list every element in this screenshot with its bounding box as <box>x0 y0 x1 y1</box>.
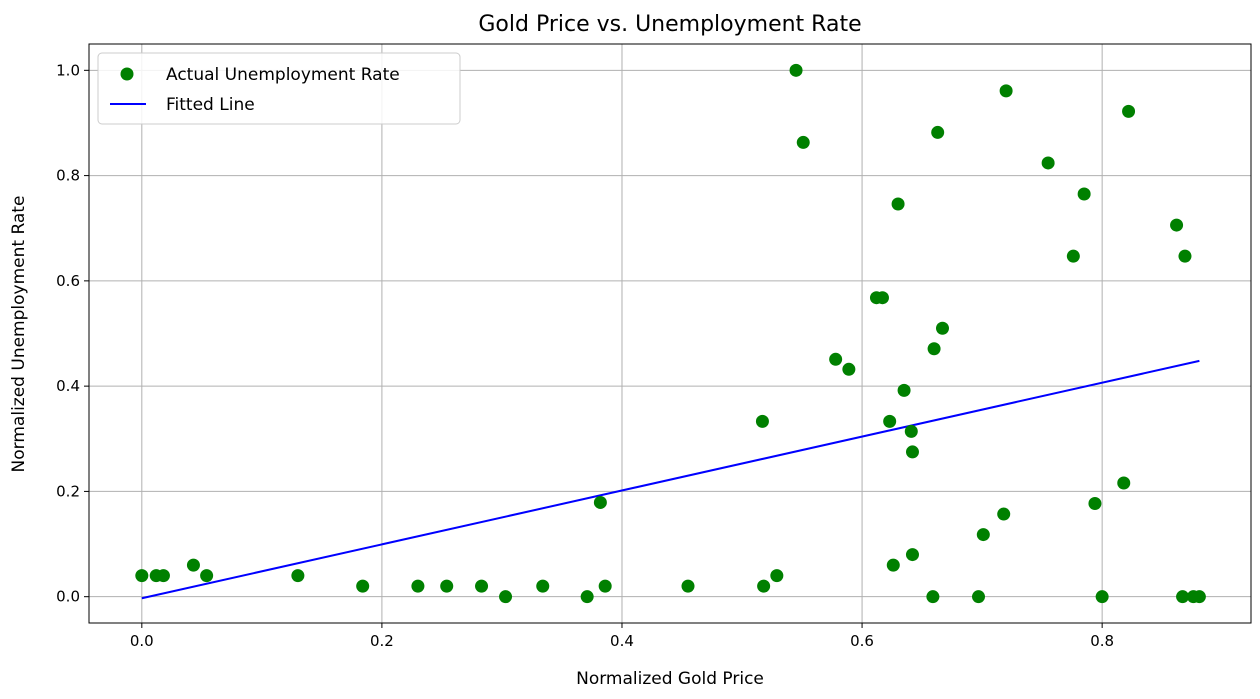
scatter-point <box>1192 590 1206 604</box>
scatter-point <box>593 495 607 509</box>
scatter-point <box>536 579 550 593</box>
y-tick-label: 0.4 <box>56 377 80 395</box>
scatter-point <box>1122 104 1136 118</box>
scatter-point <box>789 63 803 77</box>
scatter-point <box>905 548 919 562</box>
scatter-point <box>156 569 170 583</box>
y-axis-ticks: 0.0 0.2 0.4 0.6 0.8 1.0 <box>56 61 89 606</box>
scatter-point <box>755 414 769 428</box>
scatter-point <box>927 342 941 356</box>
y-tick-label: 0.6 <box>56 272 80 290</box>
legend-label-fitted: Fitted Line <box>166 95 255 115</box>
y-tick-label: 1.0 <box>56 61 80 79</box>
scatter-point <box>997 507 1011 521</box>
y-tick-label: 0.8 <box>56 167 80 185</box>
scatter-point <box>905 445 919 459</box>
scatter-point <box>1095 590 1109 604</box>
scatter-point <box>999 84 1013 98</box>
scatter-point <box>935 321 949 335</box>
legend-box <box>97 52 461 125</box>
scatter-point <box>291 569 305 583</box>
scatter-point <box>886 558 900 572</box>
scatter-point <box>681 579 695 593</box>
chart-title: Gold Price vs. Unemployment Rate <box>478 12 861 37</box>
scatter-point <box>356 579 370 593</box>
y-tick-label: 0.2 <box>56 482 80 500</box>
scatter-point <box>135 569 149 583</box>
scatter-point <box>976 528 990 542</box>
x-tick-label: 0.2 <box>370 632 394 650</box>
scatter-point <box>1041 156 1055 170</box>
scatter-point <box>440 579 454 593</box>
scatter-point <box>580 590 594 604</box>
scatter-point <box>1117 476 1131 490</box>
scatter-point <box>875 291 889 305</box>
scatter-point <box>1178 249 1192 263</box>
legend: Actual Unemployment Rate Fitted Line <box>97 52 461 125</box>
scatter-point <box>475 579 489 593</box>
x-axis-ticks: 0.0 0.2 0.4 0.6 0.8 <box>130 623 1114 650</box>
scatter-point <box>1066 249 1080 263</box>
scatter-points <box>135 63 1206 604</box>
scatter-point <box>598 579 612 593</box>
scatter-point <box>770 569 784 583</box>
x-tick-label: 0.0 <box>130 632 154 650</box>
scatter-point <box>842 362 856 376</box>
legend-marker-actual <box>120 67 134 81</box>
y-tick-label: 0.0 <box>56 588 80 606</box>
scatter-point <box>411 579 425 593</box>
scatter-point <box>200 569 214 583</box>
scatter-point <box>499 590 513 604</box>
scatter-point <box>829 352 843 366</box>
scatter-point <box>186 558 200 572</box>
x-tick-label: 0.4 <box>610 632 634 650</box>
fitted-line-layer <box>141 359 1200 600</box>
scatter-point <box>796 135 810 149</box>
x-tick-label: 0.8 <box>1090 632 1114 650</box>
scatter-point <box>883 414 897 428</box>
scatter-point <box>904 424 918 438</box>
scatter-point <box>926 590 940 604</box>
plot-frame <box>88 43 1252 624</box>
scatter-point <box>1176 590 1190 604</box>
fitted-line <box>141 359 1200 600</box>
scatter-point <box>931 125 945 139</box>
x-axis-label: Normalized Gold Price <box>576 669 764 689</box>
scatter-point <box>897 383 911 397</box>
scatter-point <box>757 579 771 593</box>
legend-label-actual: Actual Unemployment Rate <box>166 65 400 85</box>
grid <box>89 44 1251 623</box>
scatter-point <box>891 197 905 211</box>
scatter-point <box>1077 187 1091 201</box>
scatter-point <box>1170 218 1184 232</box>
x-tick-label: 0.6 <box>850 632 874 650</box>
scatter-point <box>972 590 986 604</box>
scatter-point <box>1088 497 1102 511</box>
y-axis-label: Normalized Unemployment Rate <box>9 196 29 473</box>
